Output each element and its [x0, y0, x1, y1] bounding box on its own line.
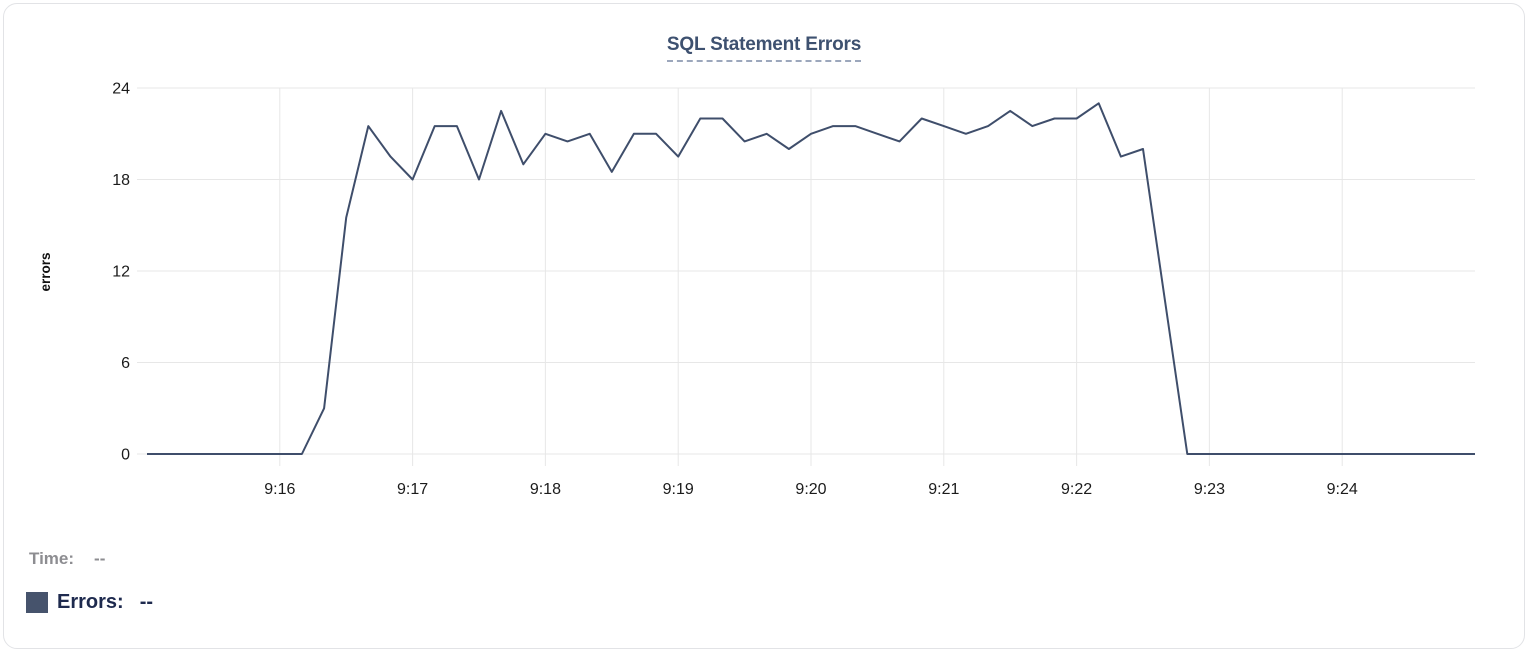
- svg-text:9:17: 9:17: [397, 481, 428, 498]
- chart-header: SQL Statement Errors: [4, 34, 1524, 62]
- svg-text:9:20: 9:20: [795, 481, 826, 498]
- svg-text:9:21: 9:21: [928, 481, 959, 498]
- errors-legend-swatch-icon: [26, 592, 48, 613]
- svg-text:9:22: 9:22: [1061, 481, 1092, 498]
- vertical-gridlines: [279, 88, 1343, 466]
- y-axis-tick-labels: 0 6 12 18 24: [112, 81, 130, 464]
- sql-errors-line-chart[interactable]: 0 6 12 18 24 9:16 9:17 9:18 9:19 9:20 9:21 9:22 9:2…: [4, 4, 1528, 516]
- chart-title-link[interactable]: SQL Statement Errors: [666, 34, 861, 62]
- errors-label: Errors:: [57, 591, 124, 613]
- svg-text:6: 6: [121, 355, 130, 372]
- svg-text:9:19: 9:19: [663, 481, 694, 498]
- svg-text:9:16: 9:16: [264, 481, 295, 498]
- svg-text:9:24: 9:24: [1327, 481, 1358, 498]
- x-axis-tick-labels: 9:16 9:17 9:18 9:19 9:20 9:21 9:22 9:23 9:24: [264, 481, 1358, 498]
- svg-text:9:18: 9:18: [530, 481, 561, 498]
- y-axis-title: errors: [38, 252, 53, 291]
- svg-text:18: 18: [112, 172, 130, 189]
- readout-errors-row: Errors: --: [26, 591, 153, 614]
- readout-time-row: Time: --: [29, 549, 105, 569]
- svg-text:9:23: 9:23: [1194, 481, 1225, 498]
- svg-text:12: 12: [112, 264, 130, 281]
- svg-text:24: 24: [112, 81, 130, 98]
- errors-value: --: [139, 591, 154, 613]
- errors-series-line: [147, 102, 1475, 455]
- chart-card: SQL Statement Errors 0 6 12 18 24 9:16 9:17 9:…: [3, 3, 1525, 649]
- time-value: --: [94, 549, 106, 568]
- svg-text:0: 0: [121, 447, 130, 464]
- horizontal-gridlines: [137, 87, 1475, 455]
- time-label: Time:: [29, 549, 75, 568]
